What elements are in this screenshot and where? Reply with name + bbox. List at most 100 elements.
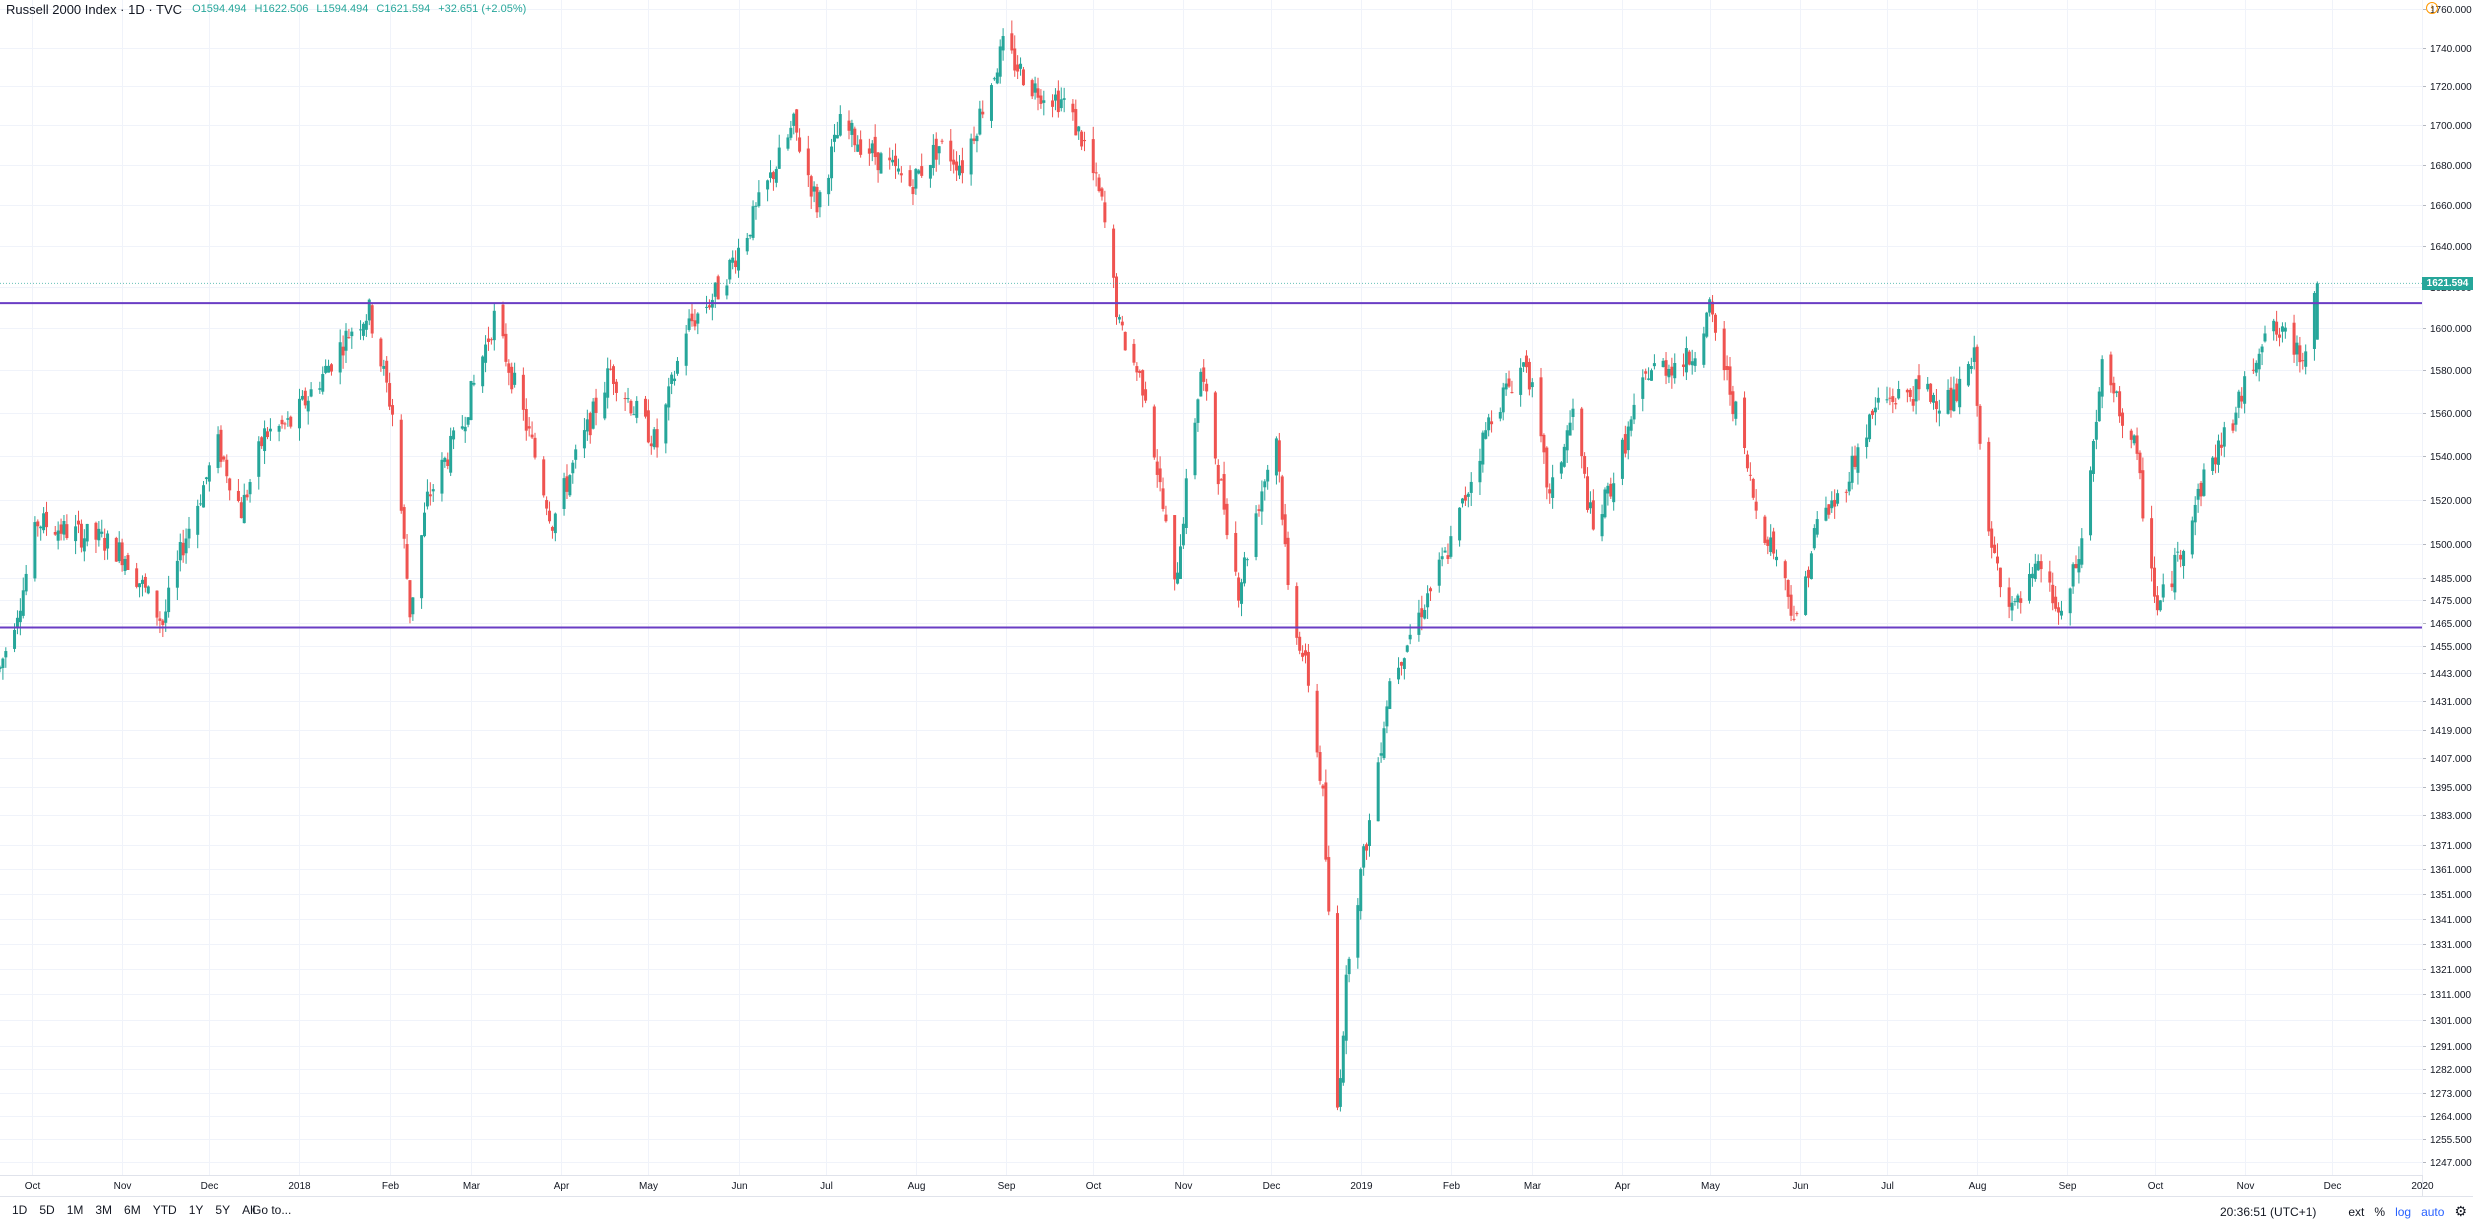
y-tick-label: 1341.000 (2430, 915, 2472, 926)
candle-body (1888, 397, 1892, 399)
candle-body (934, 138, 938, 160)
candle-body (1998, 567, 2002, 588)
candle-body (1158, 468, 1162, 483)
candle-body (2202, 469, 2206, 496)
candle-body (1955, 383, 1959, 401)
candle-body (1097, 177, 1101, 192)
range-all-button[interactable]: All (242, 1203, 256, 1217)
candle-body (1722, 328, 1726, 371)
candle-body (391, 405, 395, 415)
candle-body (896, 168, 900, 172)
candle-body (2094, 421, 2098, 440)
y-tick-label: 1680.000 (2430, 161, 2472, 172)
candle-body (507, 363, 511, 373)
candle-body (466, 417, 470, 425)
candle-body (1504, 383, 1508, 390)
candle-body (1830, 500, 1834, 509)
candle-body (428, 494, 432, 497)
range-5d-button[interactable]: 5D (39, 1203, 55, 1217)
candle-body (411, 597, 415, 615)
candle-body (655, 429, 659, 448)
ohlc-open: O1594.494 (192, 3, 247, 15)
candle-body (2280, 326, 2284, 332)
candle-body (1053, 94, 1057, 101)
candle-body (2234, 412, 2238, 425)
candle-body (184, 538, 188, 554)
candle-body (568, 475, 572, 496)
percent-scale-toggle[interactable]: % (2374, 1204, 2386, 1219)
candle-body (423, 512, 427, 537)
candle-body (1603, 489, 1607, 518)
candle-body (2315, 283, 2319, 340)
candle-body (1978, 405, 1982, 444)
candle-body (960, 160, 964, 174)
candle-body (550, 527, 554, 531)
range-1y-button[interactable]: 1Y (188, 1203, 204, 1217)
candle-body (123, 558, 127, 572)
candle-body (1490, 421, 1494, 425)
candle-body (1745, 454, 1749, 469)
candle-body (1673, 363, 1677, 379)
candle-body (2196, 488, 2200, 500)
clock-alert-icon[interactable]: ! (2426, 2, 2438, 14)
candle-body (2173, 554, 2177, 593)
candle-body (245, 494, 249, 498)
candle-body (1280, 476, 1284, 520)
candle-body (713, 282, 717, 297)
candle-body (2161, 584, 2165, 598)
candle-body (1966, 364, 1970, 386)
auto-scale-toggle[interactable]: auto (2421, 1204, 2445, 1219)
candle-body (484, 344, 488, 363)
candle-body (1051, 100, 1055, 107)
range-1d-button[interactable]: 1D (12, 1203, 28, 1217)
x-tick-label: Jun (1792, 1181, 1808, 1192)
range-1m-button[interactable]: 1M (66, 1203, 84, 1217)
candle-body (734, 260, 738, 268)
x-tick-label: Nov (114, 1181, 132, 1192)
candle-body (2272, 320, 2276, 332)
candle-body (1347, 958, 1351, 975)
candle-body (751, 206, 755, 238)
range-6m-button[interactable]: 6M (124, 1203, 141, 1217)
candle-body (850, 122, 854, 135)
candle-body (2091, 441, 2095, 474)
candle-body (347, 337, 351, 339)
candlestick-chart[interactable]: 1760.000 1740.000 1720.000 1700.000 1680.000… (0, 0, 2473, 1196)
range-5y-button[interactable]: 5Y (215, 1203, 231, 1217)
candle-body (1164, 514, 1168, 522)
candle-body (399, 419, 403, 511)
goto-date-button[interactable]: Go to... (252, 1203, 292, 1217)
candle-body (1301, 652, 1305, 657)
candle-body (972, 138, 976, 141)
candle-body (126, 555, 130, 571)
clock-time[interactable]: 20:36:51 (UTC+1) (2219, 1204, 2317, 1219)
candle-body (2010, 602, 2014, 611)
candle-body (501, 304, 505, 337)
candle-body (2275, 321, 2279, 335)
candle-body (1507, 378, 1511, 387)
range-ytd-button[interactable]: YTD (152, 1203, 177, 1217)
x-tick-label: Sep (2059, 1181, 2077, 1192)
candle-body (2048, 571, 2052, 583)
ext-hours-toggle[interactable]: ext (2348, 1204, 2365, 1219)
x-tick-label: Nov (2237, 1181, 2255, 1192)
candle-body (675, 360, 679, 374)
gear-icon[interactable]: ⚙ (2454, 1203, 2467, 1219)
candle-body (2190, 520, 2194, 555)
range-3m-button[interactable]: 3M (95, 1203, 113, 1217)
candle-body (1181, 523, 1185, 546)
candle-body (1193, 422, 1197, 476)
candle-body (574, 449, 578, 460)
candle-body (917, 170, 921, 174)
candle-body (1240, 582, 1244, 604)
candle-body (460, 426, 464, 429)
candle-body (1100, 188, 1104, 197)
y-tick-label: 1407.000 (2430, 754, 2472, 765)
candle-body (260, 437, 264, 447)
candle-body (1743, 397, 1747, 448)
x-tick-label: Dec (201, 1181, 219, 1192)
candle-body (2030, 573, 2034, 579)
candle-body (324, 365, 328, 373)
candle-body (1318, 752, 1322, 781)
log-scale-toggle[interactable]: log (2395, 1204, 2412, 1219)
